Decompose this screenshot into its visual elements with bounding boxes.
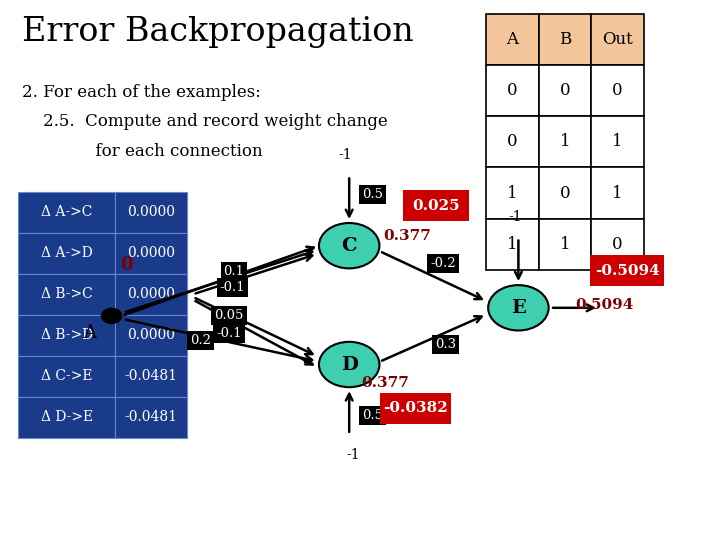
Bar bbox=[486, 219, 539, 270]
Text: 0: 0 bbox=[507, 133, 518, 150]
Circle shape bbox=[319, 342, 379, 387]
Bar bbox=[115, 356, 187, 397]
Circle shape bbox=[102, 308, 122, 323]
Bar bbox=[18, 315, 115, 356]
Text: 1: 1 bbox=[612, 133, 623, 150]
Text: B: B bbox=[559, 31, 571, 48]
Bar bbox=[115, 274, 187, 315]
Bar bbox=[591, 14, 644, 65]
Text: 0.0000: 0.0000 bbox=[127, 246, 175, 260]
Text: Δ A->D: Δ A->D bbox=[41, 246, 92, 260]
Text: 0: 0 bbox=[612, 236, 623, 253]
Text: 1: 1 bbox=[559, 236, 570, 253]
Bar bbox=[591, 167, 644, 219]
Text: 0.025: 0.025 bbox=[413, 199, 460, 213]
Text: Δ D->E: Δ D->E bbox=[40, 410, 93, 424]
Bar bbox=[539, 14, 591, 65]
Text: 0.5: 0.5 bbox=[361, 409, 383, 422]
Text: 0: 0 bbox=[559, 185, 570, 201]
Bar bbox=[591, 116, 644, 167]
Bar bbox=[539, 219, 591, 270]
Text: 0.377: 0.377 bbox=[361, 376, 409, 390]
Text: 0.1: 0.1 bbox=[223, 265, 245, 278]
Text: 2. For each of the examples:: 2. For each of the examples: bbox=[22, 84, 261, 100]
Text: -1: -1 bbox=[346, 448, 359, 462]
Text: 0.3: 0.3 bbox=[435, 338, 456, 351]
Text: -0.0382: -0.0382 bbox=[383, 401, 448, 415]
Text: 0.5094: 0.5094 bbox=[575, 298, 634, 312]
Text: 0.0000: 0.0000 bbox=[127, 287, 175, 301]
Bar bbox=[486, 167, 539, 219]
Text: -0.1: -0.1 bbox=[220, 281, 246, 294]
Bar bbox=[18, 356, 115, 397]
Text: C: C bbox=[341, 237, 357, 255]
Bar bbox=[115, 233, 187, 274]
Text: E: E bbox=[511, 299, 526, 317]
Text: Δ C->E: Δ C->E bbox=[41, 369, 92, 383]
Bar bbox=[115, 397, 187, 438]
Bar bbox=[18, 192, 115, 233]
Bar bbox=[539, 65, 591, 116]
Text: 0: 0 bbox=[120, 255, 132, 274]
Text: 0.2: 0.2 bbox=[189, 334, 211, 347]
Text: -1: -1 bbox=[508, 210, 521, 224]
Text: -0.5094: -0.5094 bbox=[595, 264, 660, 278]
Bar bbox=[486, 116, 539, 167]
Bar bbox=[591, 65, 644, 116]
Bar bbox=[539, 167, 591, 219]
Bar bbox=[591, 219, 644, 270]
Text: Error Backpropagation: Error Backpropagation bbox=[22, 16, 413, 48]
Text: 1: 1 bbox=[507, 185, 518, 201]
Text: Δ B->D: Δ B->D bbox=[40, 328, 93, 342]
Text: Δ A->C: Δ A->C bbox=[41, 205, 92, 219]
Text: -1: -1 bbox=[339, 148, 352, 162]
Text: for each connection: for each connection bbox=[22, 143, 262, 160]
Text: -0.1: -0.1 bbox=[216, 327, 242, 340]
Text: 0.1: 0.1 bbox=[223, 265, 245, 278]
Text: 0.5: 0.5 bbox=[361, 188, 383, 201]
Bar bbox=[115, 315, 187, 356]
Text: -0.0481: -0.0481 bbox=[125, 369, 178, 383]
Text: Δ B->C: Δ B->C bbox=[41, 287, 92, 301]
Text: 1: 1 bbox=[507, 236, 518, 253]
Circle shape bbox=[488, 285, 549, 330]
Text: 2.5.  Compute and record weight change: 2.5. Compute and record weight change bbox=[22, 113, 387, 130]
Text: 0.0000: 0.0000 bbox=[127, 328, 175, 342]
Text: 0.05: 0.05 bbox=[215, 309, 243, 322]
Bar bbox=[403, 190, 469, 221]
Text: -0.2: -0.2 bbox=[430, 257, 456, 270]
Bar bbox=[115, 192, 187, 233]
Bar bbox=[590, 255, 664, 286]
Text: 0.0000: 0.0000 bbox=[127, 205, 175, 219]
Bar bbox=[539, 116, 591, 167]
Bar bbox=[18, 397, 115, 438]
Text: -0.0481: -0.0481 bbox=[125, 410, 178, 424]
Text: A: A bbox=[506, 31, 518, 48]
Text: A: A bbox=[83, 324, 96, 342]
Text: 0: 0 bbox=[559, 82, 570, 99]
Bar bbox=[486, 65, 539, 116]
Bar bbox=[486, 14, 539, 65]
Text: 0.377: 0.377 bbox=[383, 229, 431, 243]
Text: 0: 0 bbox=[507, 82, 518, 99]
Bar bbox=[380, 393, 451, 424]
Text: D: D bbox=[341, 355, 358, 374]
Text: 1: 1 bbox=[612, 185, 623, 201]
Bar bbox=[18, 274, 115, 315]
Circle shape bbox=[319, 223, 379, 268]
Text: 1: 1 bbox=[559, 133, 570, 150]
Text: 0: 0 bbox=[612, 82, 623, 99]
Text: Out: Out bbox=[602, 31, 633, 48]
Bar bbox=[18, 233, 115, 274]
